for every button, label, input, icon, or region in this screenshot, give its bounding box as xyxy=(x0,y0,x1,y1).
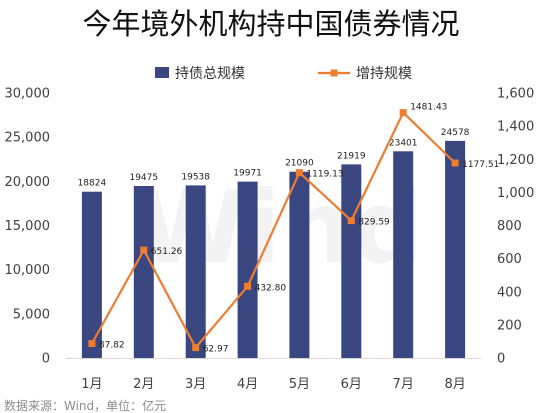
left-axis-tick-label: 5,000 xyxy=(13,307,50,322)
x-axis-tick-label: 8月 xyxy=(444,377,465,392)
line-data-label: 1119.13 xyxy=(306,170,343,180)
bar xyxy=(185,185,206,358)
right-axis-tick-label: 400 xyxy=(497,285,522,300)
right-axis-tick-label: 600 xyxy=(497,252,522,267)
left-axis-tick-label: 25,000 xyxy=(5,131,51,146)
right-axis-tick-label: 800 xyxy=(497,219,522,234)
line-point xyxy=(88,340,96,347)
line-point xyxy=(347,217,355,225)
x-axis-tick-label: 7月 xyxy=(393,377,414,392)
x-axis-tick-label: 1月 xyxy=(81,377,102,392)
bar-data-label: 23401 xyxy=(389,138,418,148)
source-note: 数据来源：Wind，单位：亿元 xyxy=(4,398,166,413)
line-point xyxy=(451,159,459,167)
bar-data-labels: 18824 19475 19538 19971 21090 21919 23401 24578 xyxy=(78,128,470,189)
right-axis-tick-label: 1,600 xyxy=(497,87,534,102)
line-data-label: 87.82 xyxy=(99,341,125,351)
legend-label-holdings: 持债总规模 xyxy=(175,66,245,82)
line-data-label: 829.59 xyxy=(358,218,390,228)
right-axis-tick-label: 1,400 xyxy=(497,120,534,135)
legend: 持债总规模 增持规模 xyxy=(155,66,412,82)
bar-data-label: 19538 xyxy=(181,172,210,182)
line-data-label: 62.97 xyxy=(203,345,229,355)
chart-title: 今年境外机构持中国债券情况 xyxy=(82,7,459,41)
bar xyxy=(81,191,102,358)
bar-data-label: 21919 xyxy=(337,151,366,161)
left-axis-tick-label: 30,000 xyxy=(5,87,51,102)
bar xyxy=(341,164,362,358)
line-point xyxy=(295,169,303,177)
x-axis: 1月 2月 3月 4月 5月 6月 7月 8月 xyxy=(81,377,465,392)
x-axis-tick-label: 4月 xyxy=(237,377,258,392)
x-axis-tick-label: 6月 xyxy=(341,377,362,392)
line-data-label: 432.80 xyxy=(255,283,287,293)
legend-label-increase: 增持规模 xyxy=(356,66,412,82)
left-axis-tick-label: 10,000 xyxy=(5,263,51,278)
legend-item-holdings: 持债总规模 xyxy=(155,66,245,82)
bar-data-label: 21090 xyxy=(285,159,314,169)
bar xyxy=(133,186,154,358)
right-y-axis: 0 200 400 600 800 1,000 1,200 1,400 1,600 xyxy=(497,87,534,367)
bar-data-label: 19971 xyxy=(233,169,262,179)
right-axis-tick-label: 1,000 xyxy=(497,186,534,201)
x-axis-tick-label: 3月 xyxy=(185,377,206,392)
line-point xyxy=(140,246,148,254)
bar xyxy=(289,171,310,358)
bar xyxy=(445,140,466,358)
x-axis-tick-label: 2月 xyxy=(133,377,154,392)
left-y-axis: 0 5,000 10,000 15,000 20,000 25,000 30,000 xyxy=(5,87,51,367)
bar-data-label: 24578 xyxy=(441,128,470,138)
x-axis-tick-label: 5月 xyxy=(289,377,310,392)
right-axis-tick-label: 1,200 xyxy=(497,153,534,168)
bar xyxy=(237,181,258,358)
line-point xyxy=(399,109,407,117)
line-point xyxy=(192,344,200,352)
line-series-group xyxy=(88,109,459,352)
line-point xyxy=(244,282,252,290)
left-axis-tick-label: 15,000 xyxy=(5,219,51,234)
legend-swatch-marker xyxy=(330,69,338,77)
watermark-text: Wind xyxy=(136,169,423,286)
line-data-labels: 87.82 651.26 62.97 432.80 1119.13 829.59 1481.… xyxy=(99,103,499,355)
left-axis-tick-label: 0 xyxy=(42,352,50,367)
series-line xyxy=(90,111,456,349)
bar-data-label: 19475 xyxy=(129,173,158,183)
right-axis-tick-label: 200 xyxy=(497,318,522,333)
bar-data-label: 18824 xyxy=(78,179,107,189)
line-data-label: 651.26 xyxy=(151,247,183,257)
legend-item-increase: 增持规模 xyxy=(318,66,412,82)
left-axis-tick-label: 20,000 xyxy=(5,175,51,190)
line-data-label: 1481.43 xyxy=(410,103,447,113)
bar xyxy=(393,151,414,358)
right-axis-tick-label: 0 xyxy=(497,352,505,367)
legend-swatch-bar xyxy=(155,67,169,78)
bar-series xyxy=(81,140,466,358)
line-data-label: 1177.51 xyxy=(462,160,499,170)
